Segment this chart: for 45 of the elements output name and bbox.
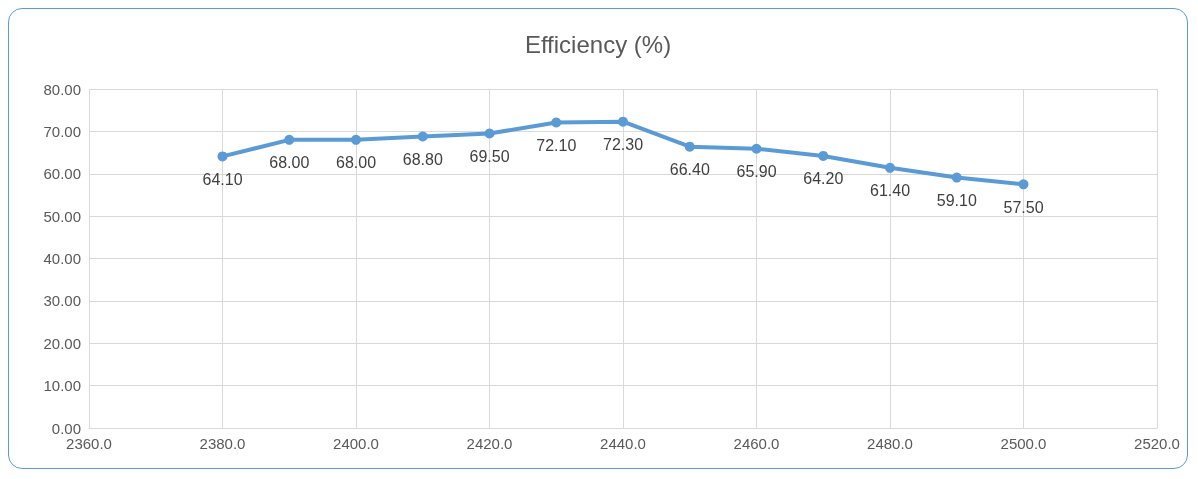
data-label: 64.10 [202,170,243,188]
data-label: 69.50 [469,147,510,165]
y-tick-label: 30.00 [43,292,81,310]
point [1018,179,1029,190]
x-tick-label: 2400.0 [333,435,379,452]
point [885,162,895,173]
x-tick-label: 2480.0 [867,435,913,452]
point [217,151,228,162]
x-tick-label: 2520.0 [1134,435,1180,452]
point [818,150,829,161]
y-tick-label: 80.00 [43,80,81,98]
y-tick-label: 50.00 [43,207,81,225]
x-tick-label: 2440.0 [600,435,646,452]
chart-title: Efficiency (%) [524,30,672,58]
data-label: 64.20 [803,170,844,188]
data-label: 72.30 [602,136,644,154]
y-tick-label: 20.00 [43,334,81,352]
point [951,172,962,183]
point [551,117,562,128]
data-label: 61.40 [869,182,911,200]
point [284,134,295,145]
data-label: 68.00 [269,154,310,172]
point [684,141,695,152]
x-tick-label: 2420.0 [466,435,513,452]
y-tick-label: 10.00 [43,377,81,395]
x-tick-label: 2360.0 [66,435,112,452]
data-label: 59.10 [936,192,977,210]
data-label: 66.40 [669,161,710,179]
y-tick-label: 40.00 [43,250,81,267]
y-tick-label: 0.00 [51,419,81,437]
data-label: 68.80 [402,150,443,168]
x-tick-label: 2380.0 [199,435,246,452]
y-tick-label: 60.00 [43,165,81,183]
data-label: 72.10 [536,136,577,154]
point [417,131,428,142]
data-label: 65.90 [736,163,777,181]
point [484,128,495,139]
point [351,134,361,145]
x-tick-label: 2460.0 [733,435,780,452]
x-tick-label: 2500.0 [1000,435,1047,452]
point [751,143,762,154]
data-label: 68.00 [335,154,377,172]
point [618,116,628,127]
data-label: 57.50 [1003,198,1044,216]
y-tick-label: 70.00 [43,122,81,140]
